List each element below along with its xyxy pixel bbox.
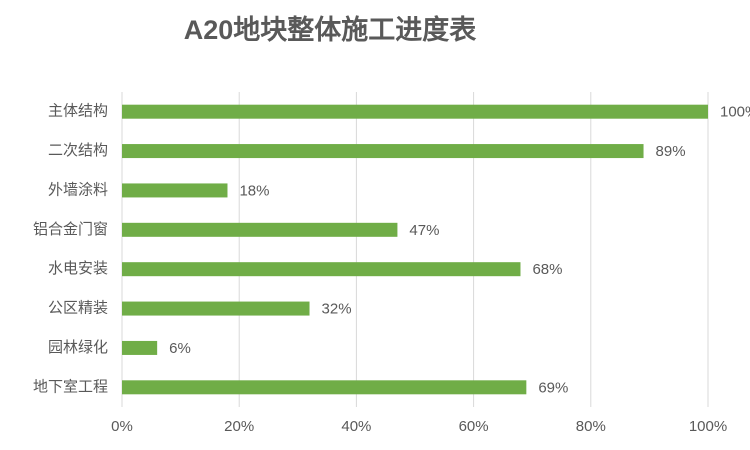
y-tick-label: 主体结构 (48, 103, 108, 120)
x-tick-label: 100% (689, 418, 727, 435)
bar (122, 144, 644, 159)
y-tick-label: 园林绿化 (48, 339, 108, 356)
bar (122, 262, 521, 277)
value-label: 69% (538, 379, 568, 396)
x-tick-label: 0% (111, 418, 133, 435)
x-tick-label: 40% (341, 418, 371, 435)
y-tick-label: 外墙涂料 (48, 181, 108, 198)
value-label: 18% (239, 182, 269, 199)
value-label: 6% (169, 340, 191, 357)
y-tick-label: 地下室工程 (33, 378, 108, 395)
bar (122, 222, 398, 237)
x-tick-label: 80% (576, 418, 606, 435)
x-tick-label: 20% (224, 418, 254, 435)
value-label: 100% (720, 104, 750, 121)
value-label: 47% (409, 222, 439, 239)
value-label: 89% (656, 143, 686, 160)
y-tick-label: 二次结构 (48, 142, 108, 159)
y-tick-label: 公区精装 (48, 300, 108, 317)
bar (122, 183, 228, 198)
bar (122, 104, 708, 119)
bar (122, 340, 158, 355)
y-tick-label: 铝合金门窗 (33, 220, 108, 238)
y-tick-label: 水电安装 (48, 260, 108, 277)
value-label: 68% (532, 261, 562, 278)
value-label: 32% (322, 301, 352, 318)
bar (122, 301, 310, 316)
x-tick-label: 60% (459, 418, 489, 435)
bar (122, 380, 527, 395)
chart-title: A20地块整体施工进度表 (184, 14, 477, 45)
